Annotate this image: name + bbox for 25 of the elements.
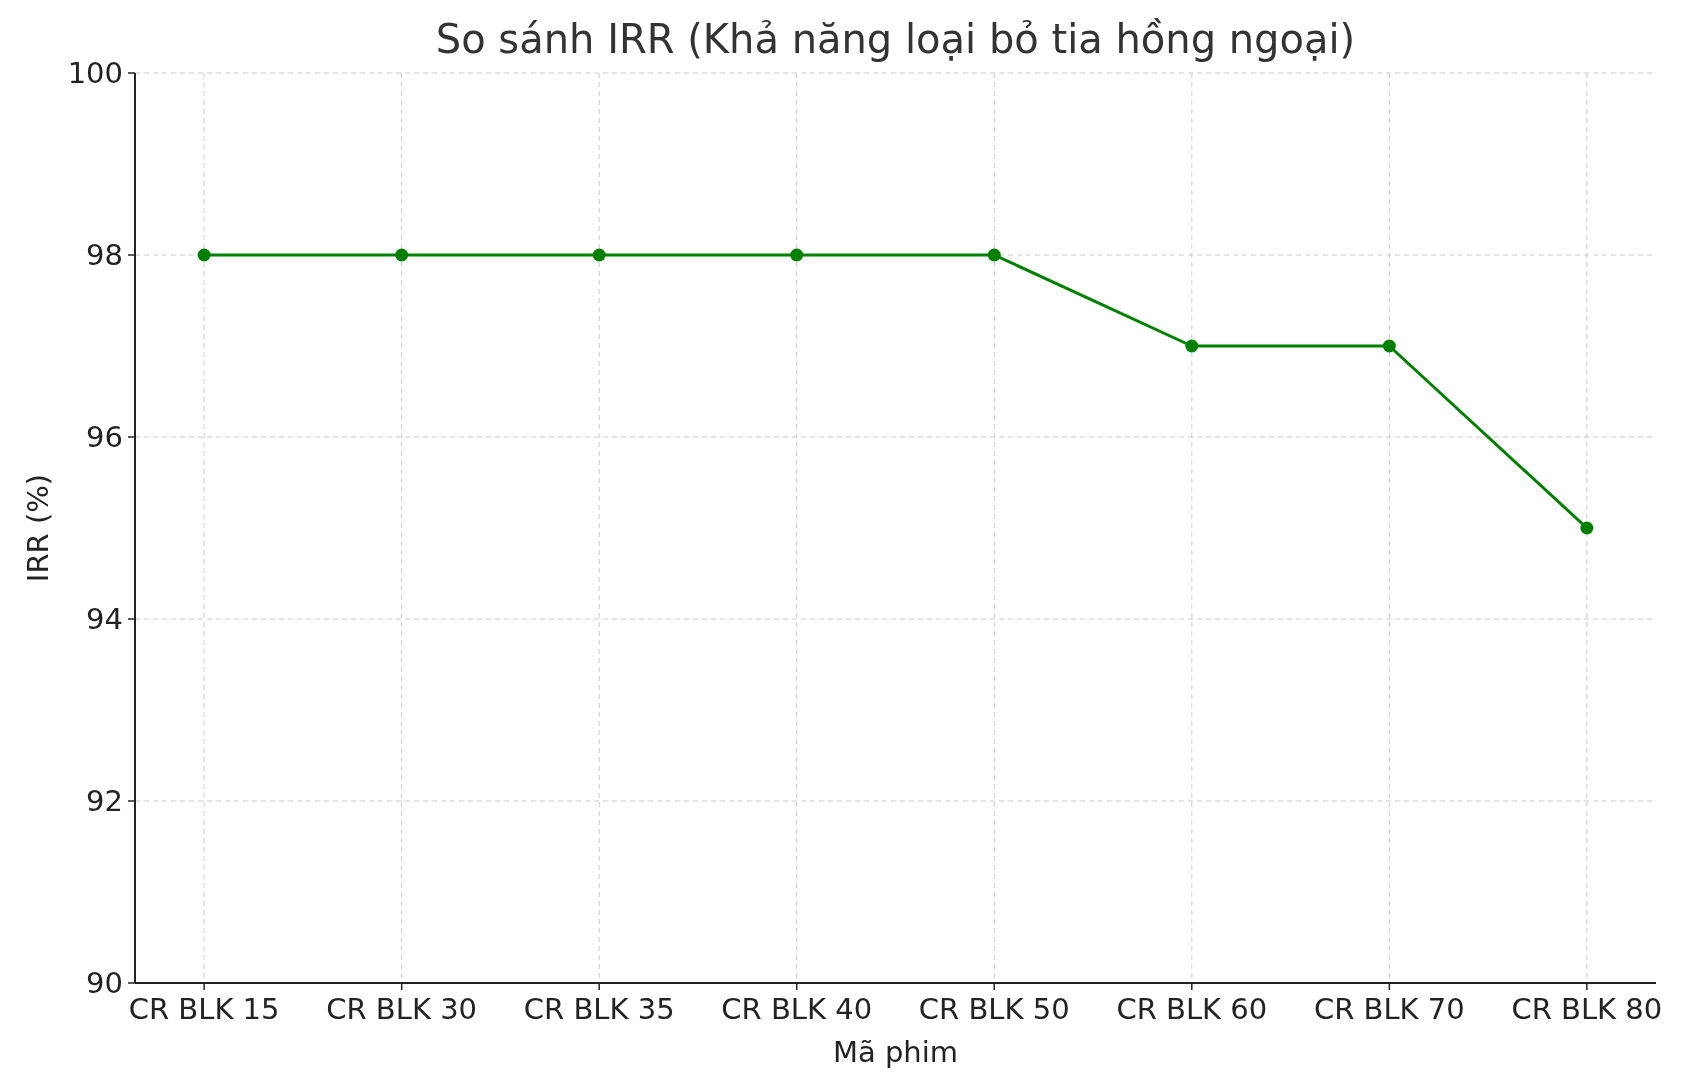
x-tick-label: CR BLK 70 xyxy=(1313,992,1465,1026)
x-tick-label: CR BLK 35 xyxy=(523,992,675,1026)
x-tick-label: CR BLK 80 xyxy=(1511,992,1663,1026)
point xyxy=(790,248,804,262)
y-tick-label: 98 xyxy=(86,238,123,273)
x-tick-label: CR BLK 50 xyxy=(918,992,1070,1026)
x-tick-label: CR BLK 40 xyxy=(721,992,873,1026)
point xyxy=(395,248,409,262)
y-axis-title: IRR (%) xyxy=(21,473,55,583)
y-tick-label: 92 xyxy=(86,784,123,819)
point xyxy=(1580,521,1594,535)
x-tick-label: CR BLK 15 xyxy=(128,992,280,1026)
y-tick-label: 100 xyxy=(67,56,123,91)
y-tick-label: 94 xyxy=(86,602,123,637)
y-tick-label: 96 xyxy=(86,420,123,455)
x-tick-label: CR BLK 30 xyxy=(326,992,478,1026)
point xyxy=(592,248,606,262)
x-axis-title: Mã phim xyxy=(832,1035,959,1069)
x-tick-label: CR BLK 60 xyxy=(1116,992,1268,1026)
point xyxy=(987,248,1001,262)
point xyxy=(197,248,211,262)
y-tick-label: 90 xyxy=(86,966,123,1001)
chart-title: So sánh IRR (Khả năng loại bỏ tia hồng ngoại) xyxy=(435,16,1356,62)
point xyxy=(1382,339,1396,353)
point xyxy=(1185,339,1199,353)
